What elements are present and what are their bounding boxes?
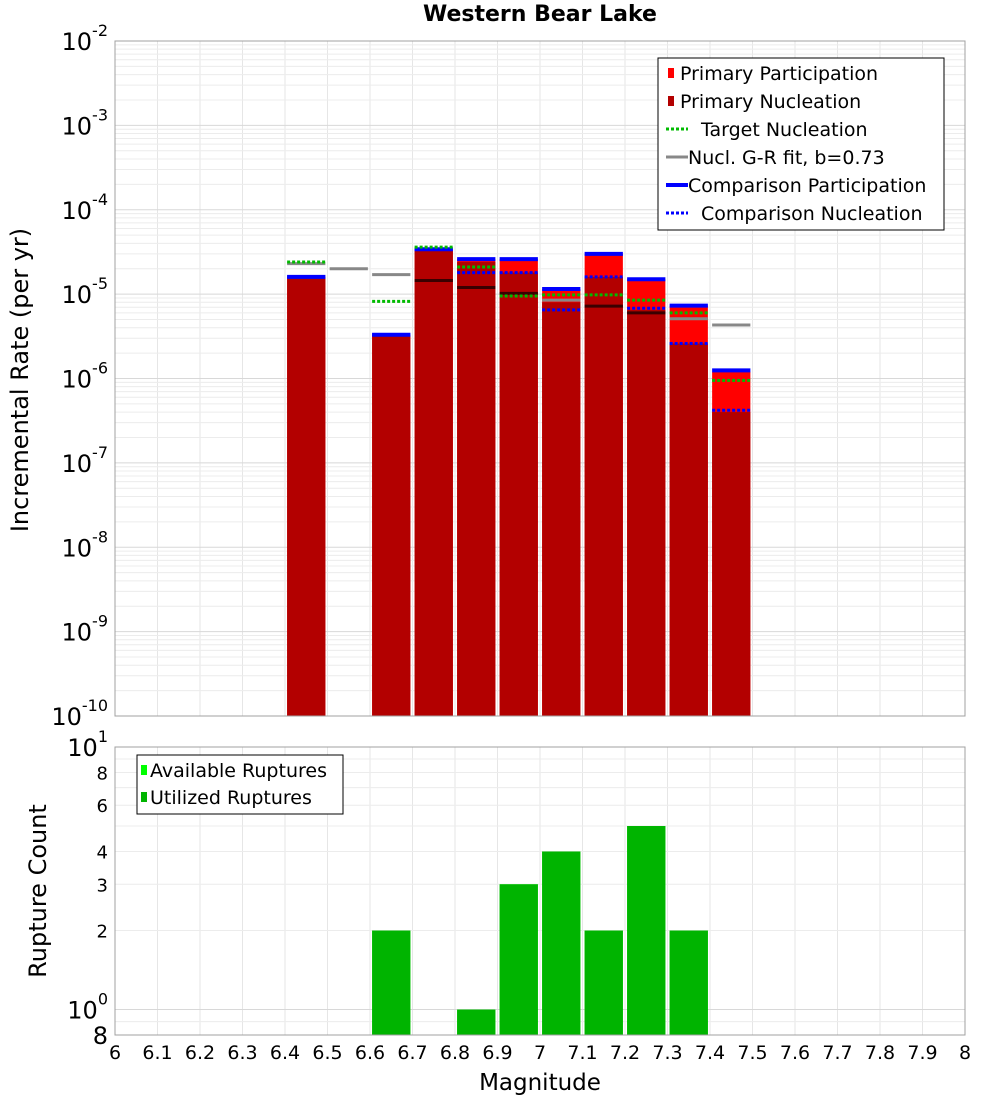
- legend-label: Available Ruptures: [150, 760, 327, 782]
- x-tick-label: 6.2: [185, 1042, 215, 1064]
- legend-swatch: [668, 68, 674, 78]
- x-tick-label: 6.6: [355, 1042, 385, 1064]
- bar-primary-nucleation: [542, 302, 581, 716]
- gr-fit-series: [287, 262, 751, 327]
- bar-primary-nucleation: [584, 276, 623, 716]
- bottom-y-tick-label: 2: [97, 922, 108, 943]
- bottom-y-tick-label: 4: [97, 842, 108, 863]
- top-legend-box: [657, 57, 945, 231]
- top-y-axis-label: Incremental Rate (per yr): [6, 228, 34, 532]
- bar-primary-nucleation: [499, 272, 538, 716]
- bottom-y-tick-label: 101: [67, 727, 108, 762]
- target-nucleation-mark-series: [287, 245, 751, 382]
- top-y-tick-label: 10-5: [62, 274, 109, 309]
- top-y-tick-label: 10-6: [62, 359, 109, 394]
- x-tick-label: 6.4: [270, 1042, 300, 1064]
- bar-utilized-ruptures: [542, 851, 581, 1035]
- legend-label: Target Nucleation: [700, 119, 868, 141]
- x-tick-label: 7.2: [610, 1042, 640, 1064]
- top-y-tick-label: 10-4: [62, 190, 109, 225]
- legend-label: Comparison Nucleation: [701, 203, 923, 225]
- bottom-bars: [372, 826, 708, 1035]
- x-tick-label: 7.3: [652, 1042, 682, 1064]
- bottom-y-tick-label: 3: [97, 875, 108, 896]
- top-y-tick-label: 10-3: [62, 105, 109, 140]
- bottom-y-axis-label: Rupture Count: [24, 804, 52, 978]
- top-bars: [287, 249, 751, 717]
- x-tick-label: 8: [959, 1042, 971, 1064]
- bar-primary-nucleation: [287, 276, 326, 716]
- bottom-legend-box: [136, 754, 344, 815]
- top-y-tick-label: 10-8: [62, 527, 109, 562]
- x-tick-label: 7.5: [737, 1042, 767, 1064]
- bar-primary-nucleation: [414, 250, 453, 717]
- bar-utilized-ruptures: [669, 930, 708, 1035]
- top-y-tick-label: 10-2: [62, 21, 109, 56]
- bar-utilized-ruptures: [627, 826, 666, 1035]
- x-tick-label: 6.1: [142, 1042, 172, 1064]
- x-tick-label: 7.8: [865, 1042, 895, 1064]
- bar-utilized-ruptures: [372, 930, 411, 1035]
- x-tick-label: 6.5: [312, 1042, 342, 1064]
- bottom-y-tick-label: 8: [97, 763, 108, 784]
- x-tick-label: 7: [534, 1042, 546, 1064]
- legend-label: Primary Nucleation: [680, 91, 861, 113]
- top-y-tick-label: 10-9: [62, 612, 109, 647]
- top-y-tick-label: 10-7: [62, 443, 109, 478]
- x-tick-label: 6.9: [482, 1042, 512, 1064]
- bar-utilized-ruptures: [584, 930, 623, 1035]
- legend-label: Comparison Participation: [688, 175, 926, 197]
- bar-primary-nucleation: [712, 412, 751, 716]
- legend-label: Primary Participation: [680, 63, 878, 85]
- legend-swatch: [668, 96, 674, 106]
- top-plot-frame: [114, 40, 966, 717]
- x-ticks: 6 6.1 6.2 6.3 6.4 6.5 6.6 6.7 6.8 6.9 7 7.1 7.2 7.3 7.…: [109, 1042, 971, 1064]
- bar-utilized-ruptures: [457, 1009, 496, 1035]
- x-tick-label: 7.1: [567, 1042, 597, 1064]
- top-legend: Primary Participation Primary Nucleation T…: [657, 57, 945, 231]
- top-y-ticks: 10-10 10-9 10-8 10-7 10-6 10-5 10-4 10-3 10-2: [51, 21, 108, 731]
- bottom-legend: Available Ruptures Utilized Ruptures: [136, 754, 344, 815]
- top-y-tick-label: 10-10: [51, 696, 108, 731]
- legend-swatch: [141, 765, 147, 775]
- x-tick-label: 7.7: [822, 1042, 852, 1064]
- bar-primary-nucleation: [669, 343, 708, 716]
- chart-title: Western Bear Lake: [423, 2, 657, 27]
- comparison-nucleation-mark-series: [287, 247, 751, 412]
- legend-label: Nucl. G-R fit, b=0.73: [688, 147, 885, 169]
- bar-primary-nucleation: [457, 262, 496, 716]
- x-tick-label: 7.6: [780, 1042, 810, 1064]
- bottom-y-tick-label: 6: [97, 796, 108, 817]
- x-tick-label: 6.3: [227, 1042, 257, 1064]
- bottom-plot-frame: [114, 746, 966, 1036]
- bar-utilized-ruptures: [499, 884, 538, 1035]
- x-tick-label: 6.7: [397, 1042, 427, 1064]
- x-tick-label: 7.4: [695, 1042, 725, 1064]
- bar-primary-nucleation: [372, 335, 411, 716]
- x-tick-label: 6: [109, 1042, 121, 1064]
- legend-swatch: [141, 792, 147, 802]
- bottom-y-tick-label: 8: [93, 1022, 108, 1050]
- bottom-y-tick-label: 100: [67, 990, 108, 1025]
- legend-label: Utilized Ruptures: [150, 787, 312, 809]
- bar-primary-nucleation: [627, 309, 666, 716]
- x-tick-label: 6.8: [440, 1042, 470, 1064]
- x-tick-label: 7.9: [907, 1042, 937, 1064]
- x-axis-label: Magnitude: [479, 1070, 601, 1096]
